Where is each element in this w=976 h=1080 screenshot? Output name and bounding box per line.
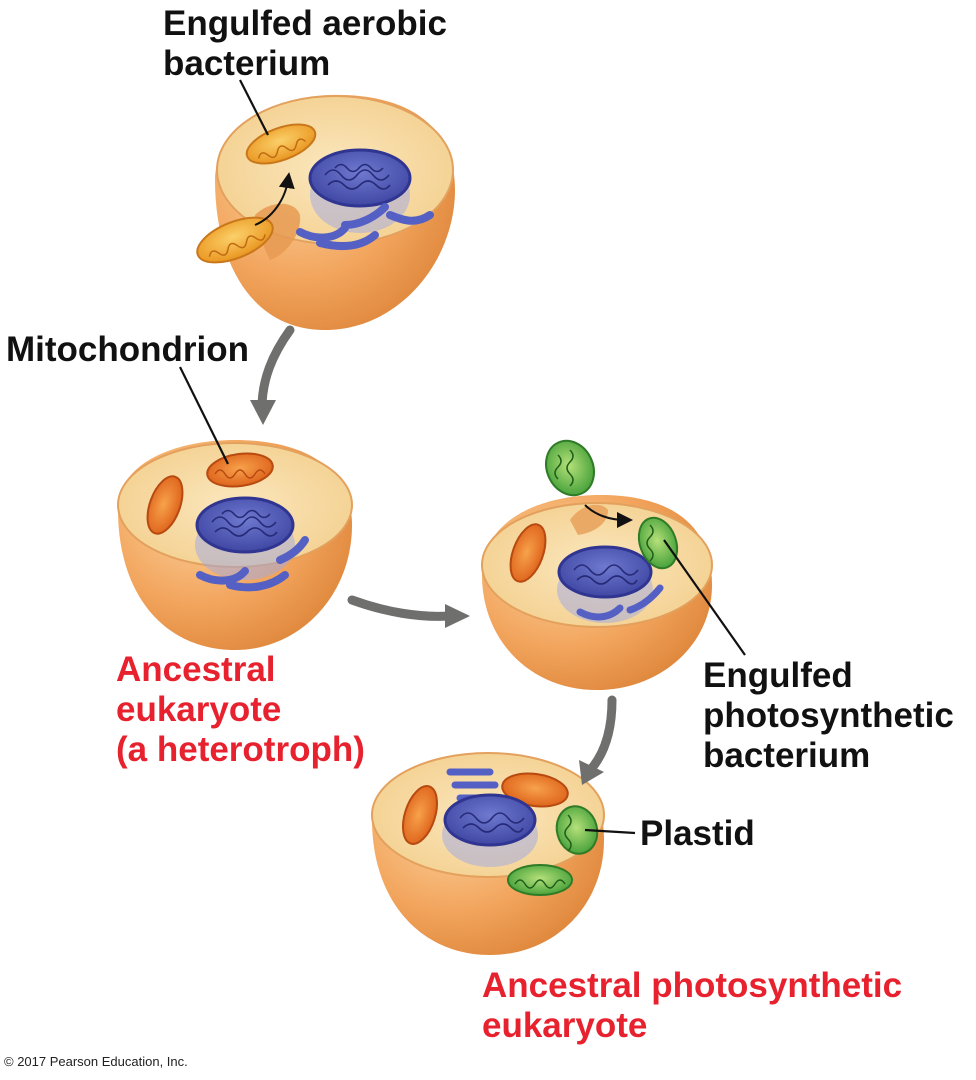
label-line: (a heterotroph): [116, 730, 365, 769]
label-line: Mitochondrion: [6, 330, 250, 369]
label-ancestral-heterotroph: Ancestral eukaryote (a heterotroph): [116, 650, 365, 770]
mitochondrion: [401, 785, 439, 845]
copyright-credit: © 2017 Pearson Education, Inc.: [4, 1054, 188, 1069]
label-line: eukaryote: [482, 1006, 648, 1045]
engulfment-arrow: [254, 172, 295, 226]
leader-line-engulfed-aerobic: [239, 79, 269, 136]
label-line: Engulfed aerobic: [163, 4, 447, 43]
mitochondrion: [509, 523, 547, 583]
label-line: photosynthetic: [703, 696, 954, 735]
label-plastid: Plastid: [640, 814, 755, 854]
leader-line-engulfed-photosynthetic: [663, 539, 746, 656]
process-arrow-3: [579, 695, 617, 785]
photosynthetic-bacterium-outside: [545, 439, 595, 497]
nucleus: [442, 793, 538, 867]
engulfment-arrow: [584, 504, 633, 528]
plastid: [555, 805, 599, 855]
label-ancestral-photosynthetic-eukaryote: Ancestral photosynthetic eukaryote: [482, 966, 902, 1046]
label-line: Ancestral: [116, 650, 276, 689]
cell-ancestral-photosynthetic: [371, 752, 605, 955]
mitochondrion: [501, 772, 569, 808]
cell-host-engulfing-aerobe: [196, 94, 455, 330]
label-line: bacterium: [703, 736, 871, 775]
nucleus: [195, 496, 295, 580]
endoplasmic-reticulum: [196, 536, 309, 592]
cell-ancestral-heterotroph: [117, 440, 353, 650]
label-line: Ancestral photosynthetic: [482, 966, 903, 1005]
mitochondrion: [206, 452, 274, 488]
engulfed-photosynthetic-bacterium-inside: [637, 516, 679, 570]
label-mitochondrion: Mitochondrion: [6, 330, 249, 370]
mitochondrion: [146, 475, 184, 535]
label-line: Engulfed: [703, 656, 853, 695]
cell-engulfing-photosynthetic: [481, 439, 713, 690]
nucleus: [557, 545, 653, 623]
process-arrow-1: [250, 325, 295, 425]
endoplasmic-reticulum: [296, 203, 434, 251]
engulfed-aerobic-bacterium-inside: [245, 123, 317, 165]
endoplasmic-reticulum: [576, 584, 664, 621]
process-arrow-2: [347, 595, 470, 628]
label-engulfed-aerobic-bacterium: Engulfed aerobic bacterium: [163, 4, 447, 84]
leader-line-plastid: [584, 828, 636, 835]
nucleus: [308, 148, 412, 233]
label-engulfed-photosynthetic-bacterium: Engulfed photosynthetic bacterium: [703, 656, 954, 776]
plastid: [507, 864, 573, 896]
leader-line-mitochondrion: [179, 366, 229, 465]
label-line: bacterium: [163, 44, 331, 83]
aerobic-bacterium-outside: [196, 216, 274, 264]
label-line: Plastid: [640, 814, 755, 853]
label-line: eukaryote: [116, 690, 282, 729]
